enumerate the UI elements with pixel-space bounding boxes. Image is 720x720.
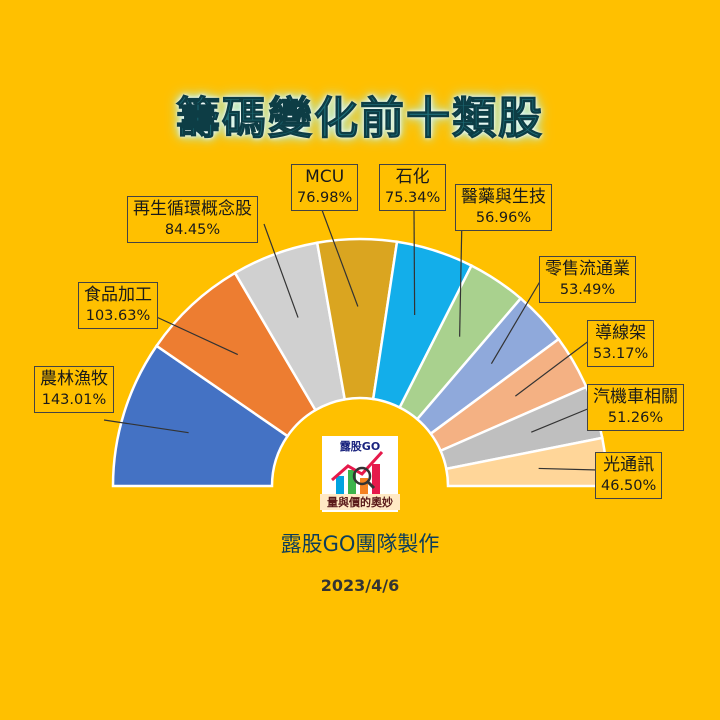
logo-tagline: 量與價的奧妙: [320, 494, 400, 510]
data-label-value: 53.17%: [593, 345, 649, 362]
data-label-category: 農林漁牧: [40, 369, 108, 389]
leader-line-9: [531, 407, 591, 433]
data-label-6: 醫藥與生技 56.96%: [455, 184, 552, 232]
data-label-8: 導線架 53.17%: [587, 320, 655, 368]
data-label-4: MCU 76.98%: [291, 164, 359, 212]
leader-line-6: [459, 215, 463, 337]
date-text: 2023/4/6: [320, 576, 400, 595]
data-label-value: 103.63%: [85, 307, 151, 324]
data-label-value: 76.98%: [297, 189, 353, 206]
data-label-category: 醫藥與生技: [461, 187, 546, 207]
data-label-value: 53.49%: [559, 281, 616, 298]
slice-1: [111, 344, 290, 488]
data-label-value: 51.26%: [607, 409, 664, 426]
data-label-category: 導線架: [595, 323, 647, 343]
data-label-value: 75.34%: [385, 189, 441, 206]
logo-brand: 露股GO: [339, 440, 381, 453]
data-label-2: 食品加工 103.63%: [78, 282, 158, 330]
logo: 露股GO 量與價的奧妙: [320, 436, 400, 512]
chart-title: 籌碼變化前十類股: [176, 93, 544, 145]
data-label-value: 84.45%: [164, 221, 221, 238]
leader-line-7: [490, 277, 543, 365]
data-label-category: 再生循環概念股: [133, 199, 252, 219]
data-label-category: 光通訊: [603, 455, 655, 475]
leader-line-8: [515, 339, 591, 397]
data-label-category: MCU: [305, 167, 345, 187]
data-label-1: 農林漁牧 143.01%: [34, 366, 114, 414]
leader-line-2: [149, 313, 239, 356]
leader-line-3: [263, 223, 299, 318]
data-label-3: 再生循環概念股 84.45%: [127, 196, 258, 244]
data-label-category: 石化: [395, 167, 430, 187]
leader-line-4: [321, 209, 359, 307]
data-label-value: 143.01%: [41, 391, 107, 408]
credit-text: 露股GO團隊製作: [280, 532, 440, 556]
data-label-value: 46.50%: [601, 477, 657, 494]
data-label-10: 光通訊 46.50%: [595, 452, 663, 500]
data-label-category: 汽機車相關: [593, 387, 678, 407]
data-label-value: 56.96%: [475, 209, 532, 226]
data-label-9: 汽機車相關 51.26%: [587, 384, 684, 432]
data-label-category: 零售流通業: [545, 259, 630, 279]
data-label-category: 食品加工: [84, 285, 152, 305]
data-label-7: 零售流通業 53.49%: [539, 256, 636, 304]
leader-line-1: [103, 419, 189, 434]
leader-line-10: [538, 467, 599, 471]
data-label-5: 石化 75.34%: [379, 164, 447, 212]
leader-line-5: [413, 209, 416, 316]
